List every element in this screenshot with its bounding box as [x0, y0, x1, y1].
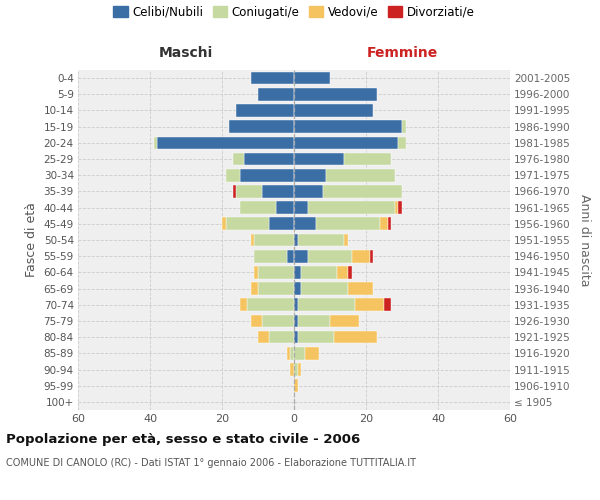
- Bar: [294, 152, 344, 166]
- Bar: [398, 202, 402, 214]
- Bar: [251, 72, 294, 85]
- Bar: [294, 72, 330, 85]
- Bar: [294, 314, 298, 328]
- Bar: [258, 266, 294, 278]
- Bar: [370, 250, 373, 262]
- Bar: [294, 202, 308, 214]
- Bar: [247, 298, 294, 311]
- Bar: [294, 169, 326, 181]
- Bar: [308, 250, 352, 262]
- Bar: [294, 88, 377, 101]
- Bar: [294, 331, 298, 344]
- Bar: [294, 282, 301, 295]
- Bar: [402, 120, 406, 133]
- Bar: [236, 104, 294, 117]
- Bar: [294, 250, 308, 262]
- Bar: [330, 314, 359, 328]
- Bar: [251, 234, 254, 246]
- Bar: [298, 298, 355, 311]
- Bar: [301, 282, 348, 295]
- Bar: [269, 331, 294, 344]
- Bar: [157, 136, 294, 149]
- Bar: [398, 136, 406, 149]
- Bar: [308, 202, 395, 214]
- Bar: [355, 298, 384, 311]
- Bar: [240, 202, 276, 214]
- Bar: [316, 218, 380, 230]
- Bar: [298, 234, 344, 246]
- Bar: [344, 234, 348, 246]
- Bar: [287, 347, 290, 360]
- Text: Popolazione per età, sesso e stato civile - 2006: Popolazione per età, sesso e stato civil…: [6, 432, 360, 446]
- Bar: [395, 202, 398, 214]
- Bar: [326, 169, 395, 181]
- Bar: [294, 120, 402, 133]
- Bar: [251, 314, 262, 328]
- Bar: [305, 347, 319, 360]
- Bar: [298, 331, 334, 344]
- Bar: [294, 266, 301, 278]
- Bar: [244, 152, 294, 166]
- Bar: [294, 104, 373, 117]
- Bar: [258, 331, 269, 344]
- Bar: [233, 185, 236, 198]
- Bar: [298, 363, 301, 376]
- Bar: [337, 266, 348, 278]
- Bar: [226, 169, 240, 181]
- Bar: [240, 169, 294, 181]
- Bar: [254, 250, 287, 262]
- Bar: [294, 298, 298, 311]
- Bar: [254, 234, 294, 246]
- Bar: [301, 266, 337, 278]
- Bar: [294, 363, 298, 376]
- Bar: [287, 250, 294, 262]
- Bar: [298, 314, 330, 328]
- Bar: [254, 266, 258, 278]
- Text: Femmine: Femmine: [367, 46, 437, 60]
- Bar: [222, 218, 226, 230]
- Bar: [258, 282, 294, 295]
- Y-axis label: Fasce di età: Fasce di età: [25, 202, 38, 278]
- Text: Maschi: Maschi: [159, 46, 213, 60]
- Bar: [290, 363, 294, 376]
- Bar: [233, 152, 244, 166]
- Bar: [352, 250, 370, 262]
- Bar: [226, 218, 269, 230]
- Bar: [294, 136, 398, 149]
- Bar: [154, 136, 157, 149]
- Bar: [294, 185, 323, 198]
- Bar: [229, 120, 294, 133]
- Bar: [269, 218, 294, 230]
- Bar: [388, 218, 391, 230]
- Bar: [262, 314, 294, 328]
- Bar: [258, 88, 294, 101]
- Bar: [240, 298, 247, 311]
- Bar: [290, 347, 294, 360]
- Bar: [236, 185, 262, 198]
- Bar: [348, 282, 373, 295]
- Bar: [294, 218, 316, 230]
- Bar: [380, 218, 388, 230]
- Legend: Celibi/Nubili, Coniugati/e, Vedovi/e, Divorziati/e: Celibi/Nubili, Coniugati/e, Vedovi/e, Di…: [109, 1, 479, 24]
- Bar: [348, 266, 352, 278]
- Bar: [251, 282, 258, 295]
- Bar: [262, 185, 294, 198]
- Bar: [276, 202, 294, 214]
- Bar: [294, 347, 305, 360]
- Bar: [334, 331, 377, 344]
- Bar: [294, 234, 298, 246]
- Y-axis label: Anni di nascita: Anni di nascita: [578, 194, 591, 286]
- Bar: [384, 298, 391, 311]
- Bar: [323, 185, 402, 198]
- Bar: [344, 152, 391, 166]
- Bar: [294, 380, 298, 392]
- Text: COMUNE DI CANOLO (RC) - Dati ISTAT 1° gennaio 2006 - Elaborazione TUTTITALIA.IT: COMUNE DI CANOLO (RC) - Dati ISTAT 1° ge…: [6, 458, 416, 468]
